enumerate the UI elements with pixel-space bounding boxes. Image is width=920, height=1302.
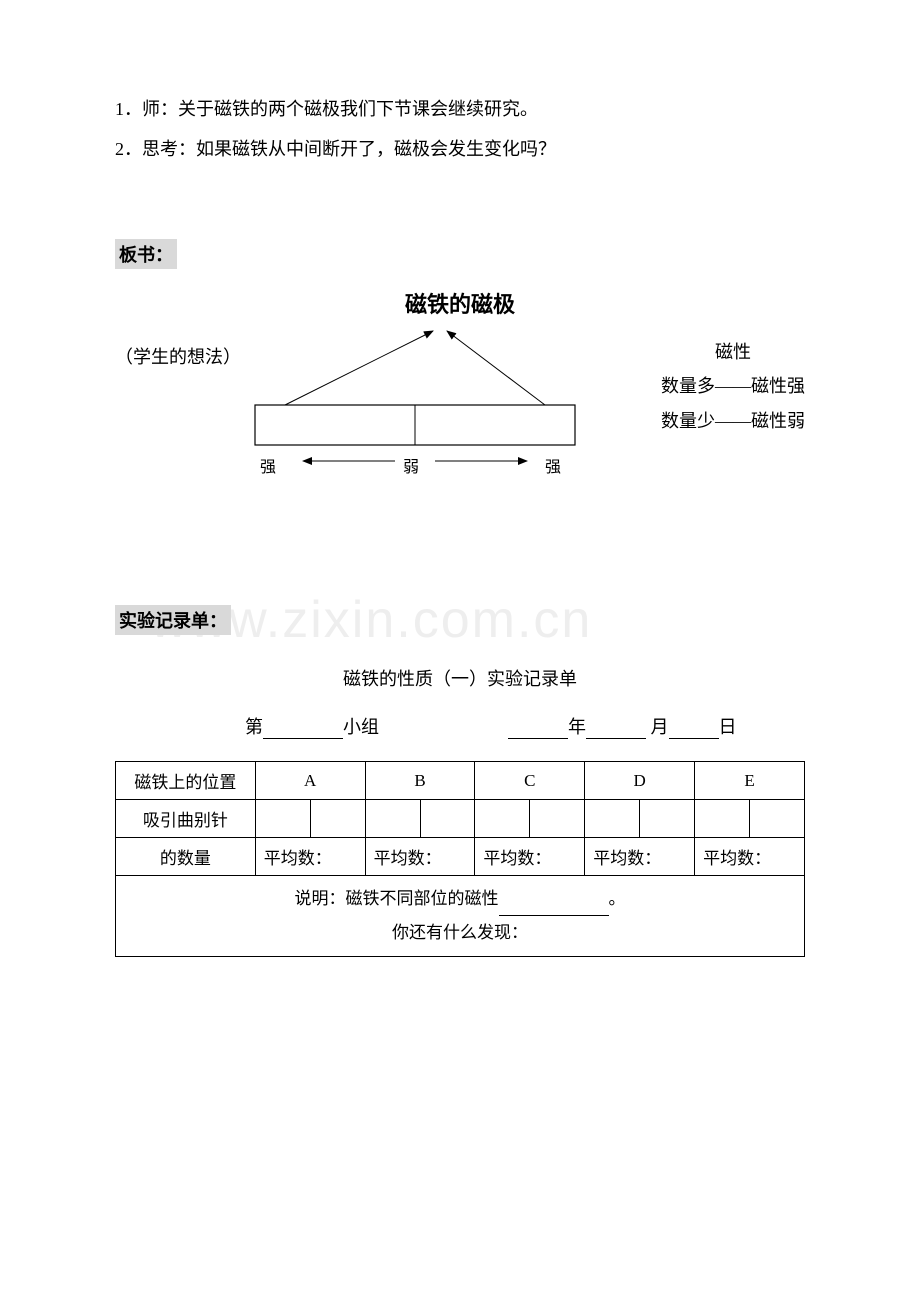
label-strong-left: 强 <box>260 453 276 477</box>
board-diagram: （学生的想法） 磁性 数量多——磁性强 数量少——磁性弱 强 弱 强 <box>115 325 805 515</box>
col-B: B <box>365 762 475 800</box>
body-item-2: 2．思考：如果磁铁从中间断开了，磁极会发生变化吗？ <box>115 130 805 170</box>
form-month: 月 <box>651 717 669 737</box>
blank-year <box>508 719 568 739</box>
avg-B: 平均数： <box>365 838 475 876</box>
experiment-section-label: 实验记录单： <box>115 605 231 635</box>
label-strong-right: 强 <box>545 453 561 477</box>
form-day: 日 <box>719 717 737 737</box>
cell-blank <box>420 800 475 838</box>
board-section-label: 板书： <box>115 239 177 269</box>
blank-month <box>586 719 646 739</box>
table-row: 的数量 平均数： 平均数： 平均数： 平均数： 平均数： <box>116 838 805 876</box>
row3-label: 的数量 <box>116 838 256 876</box>
arrow-up-left <box>285 331 433 405</box>
col-A: A <box>255 762 365 800</box>
cell-blank <box>475 800 530 838</box>
cell-blank <box>640 800 695 838</box>
experiment-table: 磁铁上的位置 A B C D E 吸引曲别针 的数量 平均数： 平均数： 平均数… <box>115 761 805 957</box>
conclusion-cell: 说明：磁铁不同部位的磁性 。 你还有什么发现： <box>116 876 805 957</box>
table-row: 磁铁上的位置 A B C D E <box>116 762 805 800</box>
student-idea-label: （学生的想法） <box>115 343 241 369</box>
header-position: 磁铁上的位置 <box>116 762 256 800</box>
table-row: 吸引曲别针 <box>116 800 805 838</box>
avg-C: 平均数： <box>475 838 585 876</box>
arrow-up-right <box>447 331 545 405</box>
avg-A: 平均数： <box>255 838 365 876</box>
row2-label: 吸引曲别针 <box>116 800 256 838</box>
conclusion-suffix: 。 <box>609 889 626 908</box>
discovery-label: 你还有什么发现： <box>392 923 528 942</box>
blank-conclusion <box>499 896 609 916</box>
body-item-1: 1．师：关于磁铁的两个磁极我们下节课会继续研究。 <box>115 90 805 130</box>
col-D: D <box>585 762 695 800</box>
cell-blank <box>530 800 585 838</box>
board-title: 磁铁的磁极 <box>115 287 805 319</box>
cell-blank <box>310 800 365 838</box>
experiment-title: 磁铁的性质（一）实验记录单 <box>115 665 805 691</box>
col-E: E <box>695 762 805 800</box>
right-note-2: 数量多——磁性强 <box>661 369 805 403</box>
cell-blank <box>365 800 420 838</box>
col-C: C <box>475 762 585 800</box>
page-content: 1．师：关于磁铁的两个磁极我们下节课会继续研究。 2．思考：如果磁铁从中间断开了… <box>115 90 805 957</box>
cell-blank <box>255 800 310 838</box>
form-group: 小组 <box>343 717 379 737</box>
right-note-1: 磁性 <box>661 335 805 369</box>
cell-blank <box>695 800 750 838</box>
cell-blank <box>585 800 640 838</box>
cell-blank <box>750 800 805 838</box>
form-di: 第 <box>245 717 263 737</box>
board-right-notes: 磁性 数量多——磁性强 数量少——磁性弱 <box>661 335 805 438</box>
table-row: 说明：磁铁不同部位的磁性 。 你还有什么发现： <box>116 876 805 957</box>
avg-D: 平均数： <box>585 838 695 876</box>
experiment-form-row: 第 小组 年 月 日 <box>115 713 805 739</box>
blank-day <box>669 719 719 739</box>
label-weak: 弱 <box>403 453 419 477</box>
conclusion-prefix: 说明：磁铁不同部位的磁性 <box>295 889 499 908</box>
avg-E: 平均数： <box>695 838 805 876</box>
right-note-3: 数量少——磁性弱 <box>661 404 805 438</box>
form-year: 年 <box>568 717 586 737</box>
blank-group-number <box>263 719 343 739</box>
